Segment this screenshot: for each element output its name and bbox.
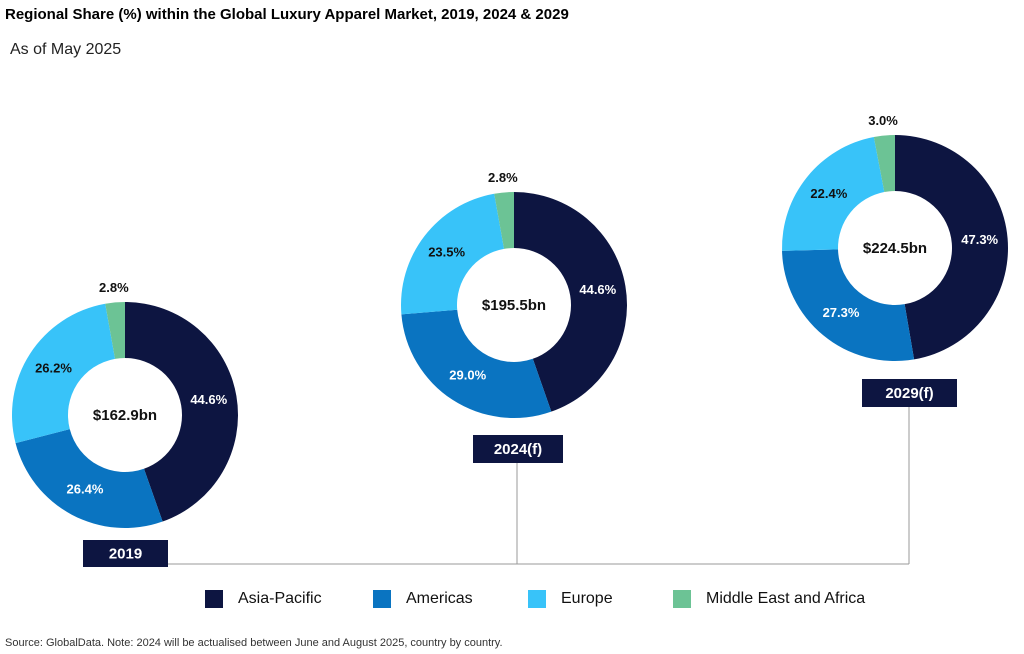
donut-segment	[401, 309, 552, 418]
connectors	[168, 407, 910, 565]
center-label: $195.5bn	[482, 297, 546, 314]
donut-segment	[514, 192, 627, 412]
donut-segment	[782, 249, 915, 361]
chart-title: Regional Share (%) within the Global Lux…	[5, 6, 569, 23]
year-box	[862, 379, 957, 407]
data-label: 44.6%	[579, 282, 616, 297]
data-label: 26.4%	[67, 481, 104, 496]
legend-label: Europe	[561, 590, 613, 607]
year-label: 2029(f)	[885, 385, 933, 402]
center-label: $224.5bn	[863, 240, 927, 257]
data-label: 22.4%	[810, 186, 847, 201]
data-label: 3.0%	[868, 113, 898, 128]
data-label: 2.8%	[488, 170, 518, 185]
donut-segment	[125, 302, 238, 522]
data-label: 44.6%	[190, 392, 227, 407]
donut-segment	[782, 137, 885, 251]
legend-label: Middle East and Africa	[706, 590, 865, 607]
data-label: 2.8%	[99, 280, 129, 295]
donut-segment	[895, 135, 1008, 360]
year-box	[83, 540, 168, 567]
donut-segment	[400, 193, 505, 315]
source: Source: GlobalData. Note: 2024 will be a…	[5, 637, 503, 649]
donut-segment	[105, 302, 125, 359]
data-label: 23.5%	[428, 245, 465, 260]
legend-swatch	[528, 590, 546, 608]
center-label: $162.9bn	[93, 407, 157, 424]
donut-segment	[15, 429, 163, 528]
data-label: 29.0%	[449, 368, 486, 383]
legend-label: Asia-Pacific	[238, 590, 322, 607]
donut-segment	[494, 192, 514, 249]
year-label: 2024(f)	[494, 441, 542, 458]
donut-segment	[873, 135, 895, 193]
legend-label: Americas	[406, 590, 473, 607]
legend-swatch	[673, 590, 691, 608]
data-label: 26.2%	[35, 360, 72, 375]
data-label: 27.3%	[823, 305, 860, 320]
legend-swatch	[205, 590, 223, 608]
data-label: 47.3%	[961, 232, 998, 247]
year-box	[473, 435, 563, 463]
subtitle: As of May 2025	[10, 41, 121, 58]
donut-segment	[12, 303, 116, 444]
year-label: 2019	[109, 545, 142, 562]
legend-swatch	[373, 590, 391, 608]
